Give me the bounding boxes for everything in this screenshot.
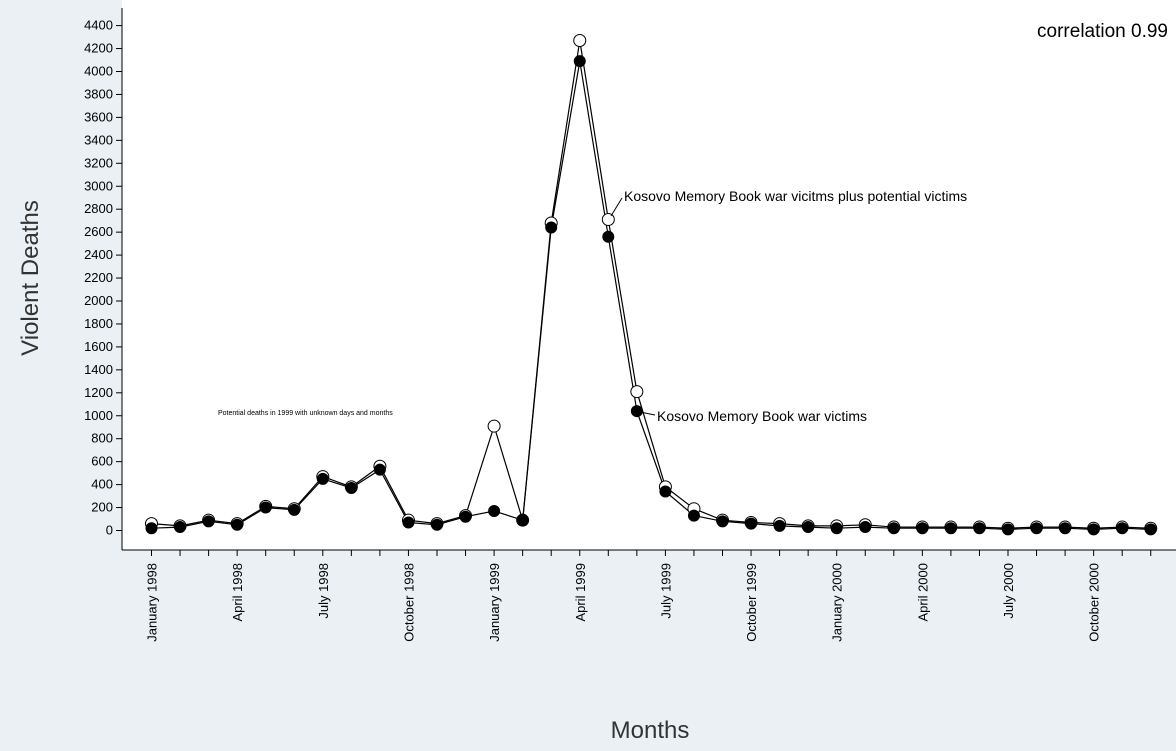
data-point-series-2 [717, 516, 728, 527]
y-tick-label: 2800 [84, 201, 113, 216]
data-point-series-2 [917, 523, 928, 534]
data-point-series-1 [631, 386, 643, 398]
data-point-series-2 [574, 56, 585, 67]
data-point-series-2 [1003, 524, 1014, 535]
y-tick-label: 3600 [84, 109, 113, 124]
y-tick-label: 1200 [84, 385, 113, 400]
data-point-series-2 [888, 523, 899, 534]
y-tick-label: 4200 [84, 41, 113, 56]
data-point-series-2 [1031, 523, 1042, 534]
y-tick-label: 3800 [84, 86, 113, 101]
data-point-series-2 [631, 406, 642, 417]
y-tick-label: 2400 [84, 247, 113, 262]
data-point-series-2 [317, 473, 328, 484]
y-axis: 0 200 400 600 800 1000 1200 1400 1600 1800 2000 220… [84, 8, 122, 550]
x-tick-label: July 1998 [316, 563, 331, 619]
y-tick-label: 0 [106, 523, 113, 538]
x-tick-label: April 1998 [230, 563, 245, 622]
x-axis-title: Months [611, 717, 690, 744]
data-point-series-2 [860, 522, 871, 533]
y-tick-label: 2200 [84, 270, 113, 285]
data-point-series-1 [574, 35, 586, 47]
data-point-series-2 [232, 519, 243, 530]
data-point-series-2 [603, 231, 614, 242]
y-tick-label: 2000 [84, 293, 113, 308]
data-point-series-2 [660, 486, 671, 497]
y-tick-label: 1000 [84, 408, 113, 423]
data-point-series-1 [488, 420, 500, 432]
y-tick-label: 400 [91, 477, 113, 492]
data-point-series-2 [945, 523, 956, 534]
y-tick-label: 4400 [84, 18, 113, 33]
data-point-series-2 [1117, 523, 1128, 534]
y-tick-label: 600 [91, 454, 113, 469]
y-axis-title: Violent Deaths [17, 200, 44, 356]
data-point-series-2 [746, 518, 757, 529]
correlation-label: correlation 0.99 [1037, 21, 1168, 42]
x-axis: January 1998 April 1998 July 1998 October 1… [122, 550, 1176, 642]
data-point-series-1 [602, 214, 614, 226]
x-tick-label: July 2000 [1001, 563, 1016, 619]
x-tick-label: April 2000 [915, 563, 930, 622]
data-point-series-2 [1060, 523, 1071, 534]
y-tick-label: 1800 [84, 316, 113, 331]
x-tick-label: October 1998 [401, 563, 416, 642]
x-tick-label: October 2000 [1087, 563, 1102, 642]
data-point-series-2 [175, 522, 186, 533]
x-tick-label: April 1999 [573, 563, 588, 622]
data-point-series-2 [774, 520, 785, 531]
potential-deaths-note: Potential deaths in 1999 with unknown da… [218, 410, 393, 417]
data-point-series-2 [803, 522, 814, 533]
data-point-series-2 [831, 523, 842, 534]
x-tick-label: January 2000 [830, 563, 845, 642]
data-point-series-2 [146, 523, 157, 534]
data-point-series-2 [289, 504, 300, 515]
data-point-series-2 [346, 483, 357, 494]
series-label-war-victims: Kosovo Memory Book war victims [657, 408, 867, 424]
y-tick-label: 2600 [84, 224, 113, 239]
data-point-series-2 [374, 464, 385, 475]
data-point-series-2 [974, 523, 985, 534]
data-point-series-2 [432, 519, 443, 530]
data-point-series-2 [1145, 524, 1156, 535]
y-tick-label: 3200 [84, 155, 113, 170]
x-tick-label: January 1998 [145, 563, 160, 642]
data-point-series-2 [517, 515, 528, 526]
data-point-series-2 [203, 516, 214, 527]
data-point-series-2 [460, 511, 471, 522]
x-tick-label: January 1999 [487, 563, 502, 642]
plot-area [122, 0, 1176, 550]
data-point-series-2 [546, 222, 557, 233]
y-tick-label: 200 [91, 500, 113, 515]
y-tick-label: 1600 [84, 339, 113, 354]
x-tick-label: October 1999 [744, 563, 759, 642]
y-tick-label: 800 [91, 431, 113, 446]
y-tick-label: 1400 [84, 362, 113, 377]
x-tick-label: July 1999 [658, 563, 673, 619]
y-tick-label: 3000 [84, 178, 113, 193]
series-label-plus-potential: Kosovo Memory Book war vicitms plus pote… [624, 188, 967, 204]
y-tick-label: 4000 [84, 64, 113, 79]
y-tick-label: 3400 [84, 132, 113, 147]
data-point-series-2 [688, 510, 699, 521]
data-point-series-2 [1088, 524, 1099, 535]
data-point-series-2 [260, 502, 271, 513]
data-point-series-2 [403, 517, 414, 528]
data-point-series-2 [489, 505, 500, 516]
